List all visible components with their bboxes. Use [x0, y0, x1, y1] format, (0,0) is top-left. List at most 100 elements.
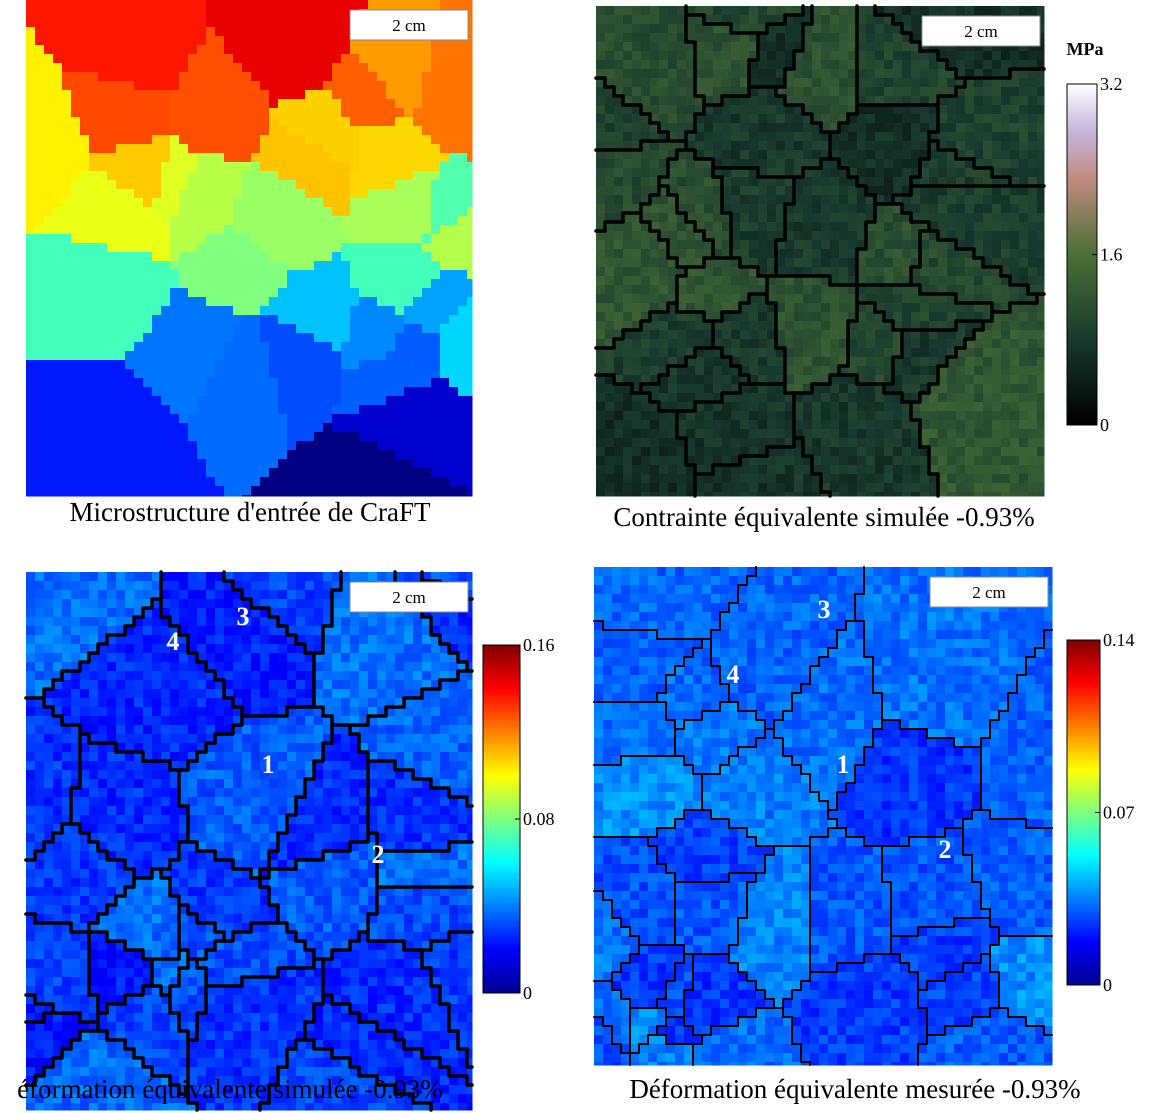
- pixel: [605, 24, 615, 34]
- pixel: [206, 117, 216, 127]
- pixel: [116, 495, 126, 497]
- pixel: [251, 108, 261, 118]
- pixel: [776, 6, 786, 16]
- pixel: [80, 342, 90, 352]
- pixel: [116, 234, 126, 244]
- pixel: [224, 324, 234, 334]
- pixel: [143, 324, 153, 334]
- pixel: [659, 285, 669, 295]
- pixel: [269, 360, 279, 370]
- pixel: [71, 225, 81, 235]
- pixel: [98, 306, 108, 316]
- pixel: [431, 378, 441, 388]
- pixel: [44, 432, 54, 442]
- pixel: [260, 450, 270, 460]
- pixel: [251, 477, 261, 487]
- pixel: [251, 63, 261, 73]
- pixel: [458, 108, 468, 118]
- pixel: [161, 0, 171, 10]
- pixel: [161, 360, 171, 370]
- pixel: [251, 54, 261, 64]
- pixel: [107, 450, 117, 460]
- pixel: [458, 207, 468, 217]
- pixel: [377, 342, 387, 352]
- pixel: [668, 213, 678, 223]
- pixel: [713, 213, 723, 223]
- pixel: [920, 294, 930, 304]
- pixel: [287, 405, 297, 415]
- pixel: [449, 162, 459, 172]
- pixel: [740, 294, 750, 304]
- pixel: [767, 357, 777, 367]
- pixel: [785, 186, 795, 196]
- pixel: [197, 486, 207, 496]
- pixel: [206, 243, 216, 253]
- pixel: [116, 450, 126, 460]
- pixel: [359, 279, 369, 289]
- pixel: [278, 45, 288, 55]
- pixel: [143, 81, 153, 91]
- pixel: [404, 414, 414, 424]
- pixel: [632, 330, 642, 340]
- pixel: [857, 69, 867, 79]
- pixel: [731, 60, 741, 70]
- pixel: [323, 207, 333, 217]
- pixel: [677, 357, 687, 367]
- pixel: [893, 186, 903, 196]
- pixel: [278, 441, 288, 451]
- pixel: [458, 342, 468, 352]
- pixel: [983, 114, 993, 124]
- pixel: [650, 240, 660, 250]
- pixel: [107, 216, 117, 226]
- pixel: [350, 171, 360, 181]
- pixel: [233, 306, 243, 316]
- pixel: [947, 78, 957, 88]
- pixel: [260, 279, 270, 289]
- pixel: [269, 36, 279, 46]
- pixel: [623, 276, 633, 286]
- pixel: [704, 33, 714, 43]
- pixel: [974, 114, 984, 124]
- pixel: [422, 387, 432, 397]
- pixel: [1019, 150, 1029, 160]
- pixel: [596, 294, 606, 304]
- pixel: [71, 369, 81, 379]
- pixel: [848, 123, 858, 133]
- pixel: [713, 384, 723, 394]
- pixel: [116, 243, 126, 253]
- pixel: [125, 9, 135, 19]
- pixel: [776, 105, 786, 115]
- pixel: [260, 459, 270, 469]
- pixel: [134, 270, 144, 280]
- pixel: [866, 132, 876, 142]
- pixel: [287, 72, 297, 82]
- pixel: [404, 315, 414, 325]
- pixel: [116, 360, 126, 370]
- pixel: [803, 15, 813, 25]
- pixel: [296, 324, 306, 334]
- pixel: [440, 486, 450, 496]
- pixel: [98, 81, 108, 91]
- pixel: [143, 153, 153, 163]
- pixel: [80, 225, 90, 235]
- pixel: [839, 51, 849, 61]
- pixel: [224, 369, 234, 379]
- pixel: [341, 27, 351, 37]
- pixel: [404, 198, 414, 208]
- pixel: [839, 375, 849, 385]
- pixel: [143, 126, 153, 136]
- pixel: [911, 87, 921, 97]
- pixel: [98, 234, 108, 244]
- pixel: [116, 414, 126, 424]
- pixel: [830, 33, 840, 43]
- pixel: [413, 486, 423, 496]
- pixel: [1037, 357, 1045, 367]
- pixel: [641, 33, 651, 43]
- pixel: [80, 198, 90, 208]
- pixel: [938, 276, 948, 286]
- pixel: [812, 258, 822, 268]
- pixel: [713, 339, 723, 349]
- pixel: [875, 177, 885, 187]
- pixel: [143, 225, 153, 235]
- pixel: [332, 27, 342, 37]
